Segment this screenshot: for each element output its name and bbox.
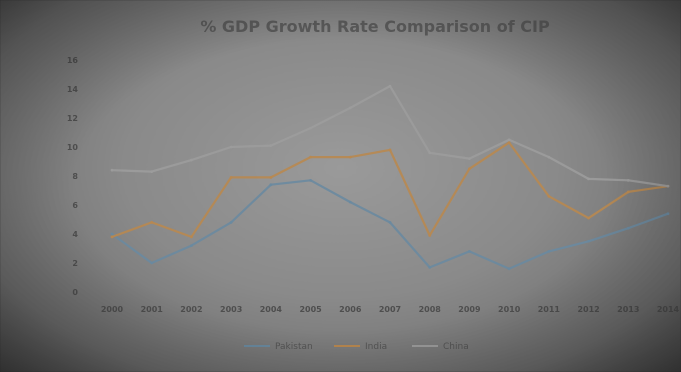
data-point	[229, 145, 233, 149]
data-point	[507, 267, 511, 271]
data-point	[626, 226, 630, 230]
y-tick-label: 8	[72, 172, 78, 181]
data-point	[507, 141, 511, 145]
data-point	[547, 155, 551, 159]
data-point	[626, 178, 630, 182]
data-point	[587, 216, 590, 220]
data-point	[348, 106, 352, 110]
data-point	[666, 212, 670, 216]
data-point	[587, 239, 590, 243]
data-point	[110, 232, 114, 236]
data-point	[190, 158, 193, 162]
data-point	[388, 148, 392, 152]
data-point	[388, 84, 392, 88]
data-point	[507, 138, 511, 142]
y-tick-label: 16	[67, 56, 79, 65]
series-line-china	[110, 84, 670, 188]
data-point	[468, 250, 471, 253]
data-point	[348, 155, 352, 159]
x-tick-label: 2000	[101, 305, 124, 314]
y-tick-label: 0	[72, 288, 78, 297]
data-point	[309, 178, 312, 182]
legend-label: Pakistan	[275, 342, 313, 352]
data-point	[468, 157, 471, 161]
x-tick-label: 2006	[339, 305, 362, 314]
data-point	[428, 234, 432, 237]
x-tick-label: 2001	[141, 305, 164, 314]
data-point	[229, 176, 233, 179]
y-tick-label: 6	[72, 201, 78, 210]
x-tick-label: 2008	[419, 305, 442, 314]
x-tick-label: 2005	[299, 305, 322, 314]
series-layer	[110, 84, 670, 271]
data-point	[626, 190, 630, 194]
data-point	[190, 235, 193, 239]
y-tick-label: 2	[72, 259, 78, 268]
x-tick-label: 2014	[657, 305, 680, 314]
axis-layer: 0 2 4 6 8 10 12 14 16 2000 2001 2002 2003 2004 2005 200…	[67, 56, 680, 314]
legend-item-china: China	[412, 342, 469, 352]
data-point	[110, 168, 114, 172]
data-point	[229, 221, 233, 224]
data-point	[269, 176, 273, 179]
data-point	[110, 235, 114, 239]
data-point	[388, 221, 392, 224]
y-tick-label: 14	[67, 85, 79, 94]
x-tick-label: 2009	[458, 305, 481, 314]
y-tick-label: 4	[72, 230, 78, 239]
legend-label: China	[443, 342, 469, 352]
data-point	[348, 200, 352, 204]
data-point	[587, 177, 590, 181]
data-point	[150, 221, 154, 224]
data-point	[666, 184, 670, 188]
data-point	[150, 170, 154, 174]
x-tick-label: 2007	[379, 305, 401, 314]
legend-item-pakistan: Pakistan	[244, 342, 313, 352]
data-point	[468, 167, 471, 171]
data-point	[309, 155, 312, 159]
legend-label: India	[365, 342, 387, 352]
legend-item-india: India	[334, 342, 387, 352]
series-line-pakistan	[110, 179, 670, 270]
y-tick-label: 12	[67, 114, 78, 123]
data-point	[190, 244, 193, 248]
x-tick-label: 2003	[220, 305, 242, 314]
x-tick-label: 2010	[498, 305, 521, 314]
x-tick-label: 2012	[577, 305, 599, 314]
data-point	[150, 261, 154, 265]
data-point	[269, 144, 273, 147]
x-tick-label: 2013	[617, 305, 639, 314]
y-tick-label: 10	[67, 143, 79, 152]
data-point	[428, 265, 432, 269]
x-tick-label: 2004	[260, 305, 283, 314]
x-tick-label: 2002	[180, 305, 202, 314]
data-point	[428, 151, 432, 155]
data-point	[547, 250, 551, 253]
legend: Pakistan India China	[244, 342, 469, 352]
data-point	[269, 183, 273, 187]
data-point	[309, 126, 312, 130]
x-tick-label: 2011	[538, 305, 561, 314]
chart-title: % GDP Growth Rate Comparison of CIP	[200, 17, 550, 36]
data-point	[547, 194, 551, 198]
